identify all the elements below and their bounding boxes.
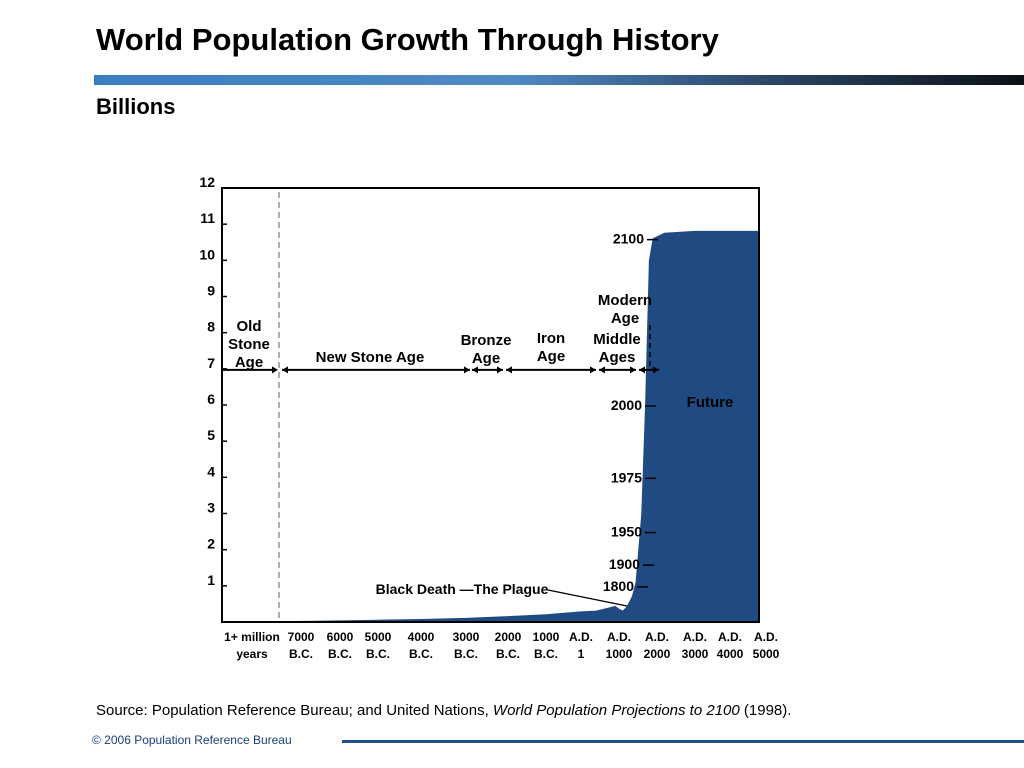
old-stone-age-span-head: [272, 366, 278, 374]
black-death-leader-line: [547, 589, 628, 607]
era-label: Bronze: [461, 332, 512, 349]
y-tick-label: 9: [207, 283, 215, 299]
black-death-annotation: Black Death —The Plague: [376, 581, 549, 597]
era-label: New Stone Age: [316, 349, 425, 366]
era-label: Age: [472, 350, 500, 367]
new-stone-age-span-head-right: [464, 366, 470, 374]
x-tick-label: 3000: [682, 647, 709, 661]
y-tick-label: 7: [207, 355, 215, 371]
x-tick-label: B.C.: [454, 647, 478, 661]
source-title: World Population Projections to 2100: [492, 702, 740, 719]
x-tick-label: years: [236, 647, 268, 661]
year-marker-label: 2100: [613, 231, 644, 247]
y-tick-label: 8: [207, 319, 215, 335]
y-tick-label: 5: [207, 427, 215, 443]
x-tick-label: 1+ million: [224, 630, 280, 644]
x-tick-label: B.C.: [409, 647, 433, 661]
slide-title: World Population Growth Through History: [96, 22, 719, 57]
source-suffix: (1998).: [739, 702, 792, 719]
y-tick-label: 11: [200, 210, 215, 226]
middle-ages-span-head-left: [599, 366, 605, 374]
y-axis-unit-label: Billions: [96, 94, 176, 119]
x-tick-label: A.D.: [569, 630, 593, 644]
future-label: Future: [687, 394, 734, 411]
x-tick-label: 7000: [288, 630, 315, 644]
y-tick-label: 10: [199, 246, 215, 262]
era-label: Modern: [598, 292, 652, 309]
iron-age-span-head-left: [506, 366, 512, 374]
y-tick-label: 6: [207, 391, 215, 407]
title-accent-bar: [94, 75, 1024, 85]
x-tick-label: 6000: [327, 630, 354, 644]
x-tick-label: A.D.: [645, 630, 669, 644]
y-tick-label: 3: [207, 500, 215, 516]
source-citation: Source: Population Reference Bureau; and…: [96, 702, 791, 719]
era-label: Iron: [537, 330, 565, 347]
footer-rule: [342, 740, 1024, 743]
y-tick-label: 12: [199, 174, 215, 190]
population-area-series-0: [222, 230, 760, 623]
y-tick-label: 2: [207, 536, 215, 552]
x-tick-label: 1000: [606, 647, 633, 661]
bronze-age-span-head-right: [497, 366, 503, 374]
x-tick-label: 2000: [644, 647, 671, 661]
year-marker-label: 1975: [611, 469, 642, 485]
x-tick-label: B.C.: [534, 647, 558, 661]
new-stone-age-span-head-left: [282, 366, 288, 374]
x-tick-label: A.D.: [607, 630, 631, 644]
era-label: Age: [537, 348, 565, 365]
x-tick-label: 4000: [408, 630, 435, 644]
copyright-footer: © 2006 Population Reference Bureau: [92, 733, 292, 747]
x-tick-label: B.C.: [289, 647, 313, 661]
y-tick-label: 1: [207, 572, 215, 588]
era-label: Middle: [593, 331, 641, 348]
x-tick-label: A.D.: [683, 630, 707, 644]
x-tick-label: B.C.: [366, 647, 390, 661]
x-tick-label: 4000: [717, 647, 744, 661]
x-tick-label: 3000: [453, 630, 480, 644]
modern-age-span-head-left: [639, 366, 645, 374]
x-tick-label: B.C.: [328, 647, 352, 661]
era-label: Old: [237, 318, 262, 335]
x-tick-label: 5000: [365, 630, 392, 644]
iron-age-span-head-right: [590, 366, 596, 374]
era-label: Age: [235, 354, 263, 371]
x-tick-label: 5000: [753, 647, 780, 661]
year-marker-label: 1900: [609, 556, 640, 572]
y-tick-label: 4: [207, 463, 215, 479]
year-marker-label: 2000: [611, 397, 642, 413]
era-label: Stone: [228, 336, 270, 353]
x-tick-label: 1: [578, 647, 585, 661]
year-marker-label: 1950: [611, 524, 642, 540]
x-tick-label: A.D.: [754, 630, 778, 644]
era-label: Ages: [599, 349, 636, 366]
source-prefix: Source: Population Reference Bureau; and…: [96, 702, 493, 719]
x-tick-label: A.D.: [718, 630, 742, 644]
x-tick-label: 2000: [495, 630, 522, 644]
year-marker-label: 1800: [603, 578, 634, 594]
era-label: Age: [611, 310, 639, 327]
middle-ages-span-head-right: [630, 366, 636, 374]
x-tick-label: B.C.: [496, 647, 520, 661]
modern-age-span-head-right: [653, 366, 659, 374]
x-tick-label: 1000: [533, 630, 560, 644]
bronze-age-span-head-left: [472, 366, 478, 374]
